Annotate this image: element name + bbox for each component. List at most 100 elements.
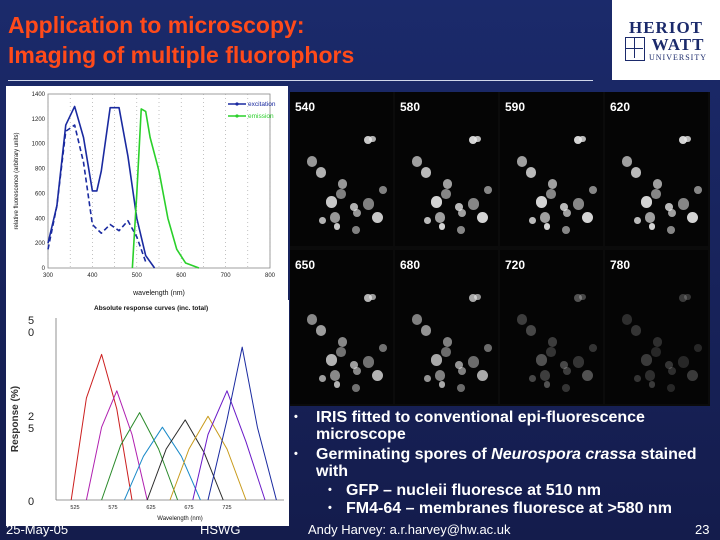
fluorescent-spore: [369, 293, 376, 301]
fluorescence-spectrum-plot: 300 400 500 600 700 800 0 200 400 600 800 1000 1200 1…: [14, 92, 276, 297]
fluorescent-spore: [679, 294, 688, 302]
fluorescent-spore: [420, 166, 432, 178]
fluorescent-spore: [378, 186, 387, 195]
fluorescent-spore: [468, 356, 480, 368]
fluorescent-spore: [640, 196, 652, 208]
y-tick-label: 200: [35, 241, 46, 247]
fluorescent-spore: [516, 155, 528, 167]
fluorescent-spore: [562, 208, 571, 217]
fluorescent-spore: [423, 216, 431, 224]
wavelength-label: 720: [505, 258, 526, 272]
fluorescent-spore: [329, 370, 341, 382]
fluorescent-spore: [378, 344, 387, 353]
fluorescent-spore: [468, 198, 480, 210]
y-axis-label: Response (%): [10, 386, 21, 452]
x-tick-label: 725: [222, 505, 231, 511]
fluorescent-spore: [547, 337, 558, 347]
university-logo: HERIOT WATT UNIVERSITY: [612, 0, 720, 80]
y-axis-label: relative fluorescence (arbitrary units): [14, 132, 20, 229]
fluorescent-spore: [562, 366, 571, 375]
fluorescent-spore: [455, 202, 464, 211]
title-line-1: Application to microscopy:: [8, 12, 305, 38]
fluorescent-spore: [430, 196, 442, 208]
response-curves-plot: Absolute response curves (inc. total)502…: [10, 305, 284, 522]
fluorescent-spore: [420, 324, 432, 336]
bullet-text-2-post: stained with: [316, 446, 697, 480]
fluorescent-spore: [582, 370, 594, 382]
fluorescent-spore: [483, 186, 492, 195]
x-tick-label: 525: [70, 505, 79, 511]
fluorescent-spore: [525, 324, 537, 336]
footer-center: HSWG: [200, 522, 241, 537]
fluorescent-spore: [333, 223, 341, 230]
fluorescent-spore: [633, 216, 641, 224]
response-curve-2: [85, 390, 148, 501]
fluorescent-spore: [579, 293, 586, 301]
fluorescent-spore: [687, 212, 699, 224]
y-tick-label: 600: [35, 191, 46, 197]
y-tick-label: 1200: [32, 117, 46, 123]
wavelength-label: 540: [295, 100, 316, 114]
fluorescent-spore: [364, 136, 373, 144]
series-line-emission: [131, 108, 200, 269]
fluorescent-spore: [630, 324, 642, 336]
fluorescent-spore: [474, 135, 481, 143]
crest-icon: [625, 36, 645, 61]
fluorescent-spore: [325, 354, 337, 366]
response-curve-1: [70, 353, 133, 501]
fluorescent-spore: [679, 136, 688, 144]
fluorescent-spore: [633, 374, 641, 382]
fluorescent-spore: [363, 356, 375, 368]
y-tick-label: 0: [28, 496, 34, 508]
fluorescent-spore: [562, 226, 571, 235]
x-axis-label: Wavelength (nm): [157, 516, 202, 522]
x-tick-label: 625: [146, 505, 155, 511]
fluorescent-spore: [455, 360, 464, 369]
fluorescent-spore: [693, 186, 702, 195]
y-tick-label: 2: [28, 411, 34, 423]
fluorescent-spore: [430, 354, 442, 366]
fluorescent-spore: [352, 226, 361, 235]
fluorescent-spore: [651, 189, 662, 199]
y-tick-label: 800: [35, 167, 46, 173]
fluorescent-spore: [667, 366, 676, 375]
x-tick-label: 700: [221, 273, 232, 279]
x-axis-label: wavelength (nm): [132, 290, 185, 297]
sub-bullet-text-2: FM4-64 – membranes fluoresce at >580 nm: [346, 500, 672, 517]
fluorescent-spore: [352, 384, 361, 393]
legend-marker: [235, 114, 239, 118]
x-tick-label: 500: [132, 273, 143, 279]
micrograph-cell: 680: [395, 250, 498, 404]
slide-title: Application to microscopy: Imaging of mu…: [8, 10, 478, 70]
bullet-marker: •: [294, 411, 298, 423]
fluorescent-spore: [318, 374, 326, 382]
fluorescent-spore: [630, 166, 642, 178]
fluorescent-spore: [336, 347, 347, 357]
fluorescent-spore: [665, 360, 674, 369]
fluorescent-spore: [621, 155, 633, 167]
x-tick-label: 675: [184, 505, 193, 511]
x-tick-label: 300: [43, 273, 54, 279]
fluorescent-spore: [457, 226, 466, 235]
fluorescent-spore: [546, 189, 557, 199]
fluorescent-spore: [667, 208, 676, 217]
fluorescent-spore: [483, 344, 492, 353]
logo-line-2: WATT: [651, 34, 705, 54]
fluorescent-spore: [315, 324, 327, 336]
fluorescent-spore: [644, 212, 656, 224]
wavelength-label: 680: [400, 258, 421, 272]
fluorescent-spore: [477, 370, 489, 382]
y-tick-label: 5: [28, 423, 34, 435]
micrograph-cell: 720: [500, 250, 603, 404]
x-tick-label: 600: [176, 273, 187, 279]
fluorescent-spore: [352, 366, 361, 375]
bullet-text-1: IRIS fitted to conventional epi-fluoresc…: [316, 409, 645, 443]
fluorescent-spore: [528, 374, 536, 382]
fluorescent-spore: [687, 370, 699, 382]
bullet-item: • Germinating spores of Neurospora crass…: [286, 446, 706, 480]
wavelength-label: 780: [610, 258, 631, 272]
fluorescent-spore: [469, 136, 478, 144]
series-line-dashed: [47, 124, 147, 263]
fluorescent-spore: [457, 208, 466, 217]
fluorescent-spore: [337, 337, 348, 347]
